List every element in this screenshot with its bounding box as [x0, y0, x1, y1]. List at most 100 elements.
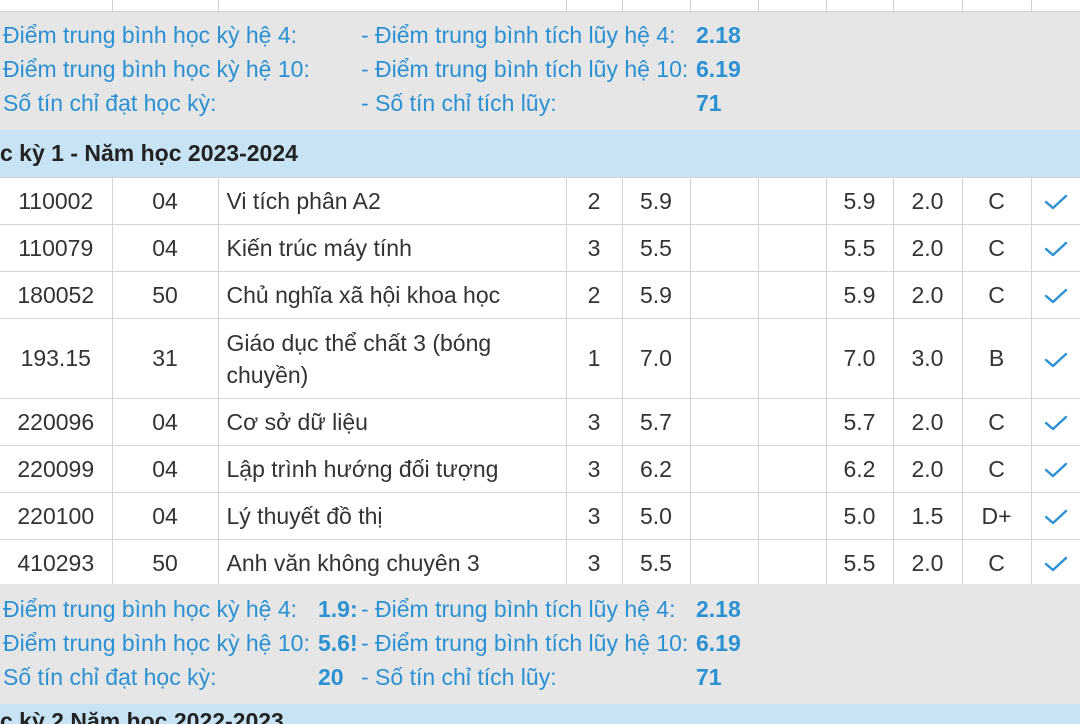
credits-cell: 3 — [565, 398, 623, 446]
score2-cell — [689, 445, 759, 493]
score3-cell — [757, 318, 827, 399]
gpa4-label: Điểm trung bình học kỳ hệ 4: — [3, 22, 298, 48]
semester-header: c kỳ 1 - Năm học 2023-2024 — [0, 130, 1080, 177]
semester-title: c kỳ 1 - Năm học 2023-2024 — [0, 140, 298, 166]
score1-cell: 5.5 — [621, 224, 691, 272]
semester-title: c kỳ 2 Năm học 2022-2023 — [0, 708, 284, 724]
cum-gpa10-value: 6.19 — [696, 56, 741, 82]
passed-status-cell — [1030, 177, 1080, 225]
letter-grade-cell: C — [961, 539, 1032, 587]
gpa4-cell: 1.5 — [892, 492, 963, 540]
score2-cell — [689, 271, 759, 319]
gpa4-cell: 3.0 — [892, 318, 963, 399]
grades-table: 110002 04 Vi tích phân A2 2 5.9 5.9 2.0 C 110079… — [0, 177, 1080, 587]
table-row: 193.15 31 Giáo dục thể chất 3 (bóng chuyền… — [0, 318, 1080, 399]
score3-cell — [757, 539, 827, 587]
course-code-cell: 220100 — [0, 492, 113, 540]
check-icon — [1044, 352, 1067, 368]
passed-status-cell — [1030, 224, 1080, 272]
score2-cell — [689, 177, 759, 225]
gpa4-value: 1.9: — [318, 596, 358, 622]
final-score-cell: 5.0 — [825, 492, 894, 540]
course-name-cell: Lý thuyết đồ thị — [217, 492, 567, 540]
cum-credits-label: - Số tín chỉ tích lũy: — [361, 664, 557, 690]
letter-grade-cell: C — [961, 271, 1032, 319]
score3-cell — [757, 271, 827, 319]
check-icon — [1044, 463, 1067, 478]
cum-credits-value: 71 — [696, 90, 722, 116]
table-row: 410293 50 Anh văn không chuyên 3 3 5.5 5.5 2.0… — [0, 539, 1080, 587]
score2-cell — [689, 398, 759, 446]
score2-cell — [689, 492, 759, 540]
score1-cell: 6.2 — [621, 445, 691, 493]
course-name-cell: Giáo dục thể chất 3 (bóng chuyền) — [217, 318, 567, 399]
course-name-cell: Kiến trúc máy tính — [217, 224, 567, 272]
passed-status-cell — [1030, 271, 1080, 319]
final-score-cell: 5.7 — [825, 398, 894, 446]
credits-cell: 2 — [565, 271, 623, 319]
passed-status-cell — [1030, 539, 1080, 587]
letter-grade-cell: D+ — [961, 492, 1032, 540]
course-name-cell: Chủ nghĩa xã hội khoa học — [217, 271, 567, 319]
table-row: 110079 04 Kiến trúc máy tính 3 5.5 5.5 2.0 C — [0, 224, 1080, 272]
course-name-cell: Anh văn không chuyên 3 — [217, 539, 567, 587]
score3-cell — [757, 177, 827, 225]
score3-cell — [757, 492, 827, 540]
score3-cell — [757, 398, 827, 446]
final-score-cell: 7.0 — [825, 318, 894, 399]
score3-cell — [757, 224, 827, 272]
score1-cell: 5.5 — [621, 539, 691, 587]
letter-grade-cell: C — [961, 224, 1032, 272]
group-cell: 04 — [111, 445, 219, 493]
group-cell: 04 — [111, 492, 219, 540]
credits-cell: 2 — [565, 177, 623, 225]
check-icon — [1044, 289, 1067, 304]
letter-grade-cell: C — [961, 445, 1032, 493]
passed-status-cell — [1030, 492, 1080, 540]
gpa4-cell: 2.0 — [892, 398, 963, 446]
summary-row: Điểm trung bình học kỳ hệ 4: - Điểm trun… — [0, 18, 1080, 52]
gpa10-label: Điểm trung bình học kỳ hệ 10: — [3, 56, 310, 82]
group-cell: 50 — [111, 539, 219, 587]
score2-cell — [689, 539, 759, 587]
course-name-cell: Cơ sở dữ liệu — [217, 398, 567, 446]
semester-summary: Điểm trung bình học kỳ hệ 4: 1.9: - Điểm… — [0, 584, 1080, 704]
summary-row: Số tín chỉ đạt học kỳ: 20 - Số tín chỉ t… — [0, 660, 1080, 694]
next-semester-header: c kỳ 2 Năm học 2022-2023 — [0, 704, 1080, 724]
final-score-cell: 5.9 — [825, 271, 894, 319]
credits-cell: 3 — [565, 492, 623, 540]
check-icon — [1044, 242, 1067, 257]
final-score-cell: 6.2 — [825, 445, 894, 493]
credits-cell: 1 — [565, 318, 623, 399]
credits-label: Số tín chỉ đạt học kỳ: — [3, 664, 217, 690]
score3-cell — [757, 445, 827, 493]
letter-grade-cell: C — [961, 398, 1032, 446]
summary-row: Điểm trung bình học kỳ hệ 4: 1.9: - Điểm… — [0, 592, 1080, 626]
table-row: 220096 04 Cơ sở dữ liệu 3 5.7 5.7 2.0 C — [0, 398, 1080, 446]
table-row: 180052 50 Chủ nghĩa xã hội khoa học 2 5.9 5.9… — [0, 271, 1080, 319]
score1-cell: 5.9 — [621, 271, 691, 319]
course-code-cell: 110079 — [0, 224, 113, 272]
gpa10-value: 5.6! — [318, 630, 358, 656]
cum-gpa4-value: 2.18 — [696, 596, 741, 622]
table-row: 110002 04 Vi tích phân A2 2 5.9 5.9 2.0 C — [0, 177, 1080, 225]
cum-gpa10-value: 6.19 — [696, 630, 741, 656]
gpa10-label: Điểm trung bình học kỳ hệ 10: — [3, 630, 310, 656]
score2-cell — [689, 224, 759, 272]
gpa4-cell: 2.0 — [892, 445, 963, 493]
course-code-cell: 110002 — [0, 177, 113, 225]
table-row: 220100 04 Lý thuyết đồ thị 3 5.0 5.0 1.5 D+ — [0, 492, 1080, 540]
letter-grade-cell: C — [961, 177, 1032, 225]
course-name-cell: Lập trình hướng đối tượng — [217, 445, 567, 493]
score1-cell: 7.0 — [621, 318, 691, 399]
gpa4-cell: 2.0 — [892, 177, 963, 225]
group-cell: 04 — [111, 177, 219, 225]
group-cell: 50 — [111, 271, 219, 319]
group-cell: 31 — [111, 318, 219, 399]
summary-row: Điểm trung bình học kỳ hệ 10: 5.6! - Điể… — [0, 626, 1080, 660]
score2-cell — [689, 318, 759, 399]
gpa4-label: Điểm trung bình học kỳ hệ 4: — [3, 596, 298, 622]
final-score-cell: 5.5 — [825, 224, 894, 272]
passed-status-cell — [1030, 398, 1080, 446]
group-cell: 04 — [111, 224, 219, 272]
